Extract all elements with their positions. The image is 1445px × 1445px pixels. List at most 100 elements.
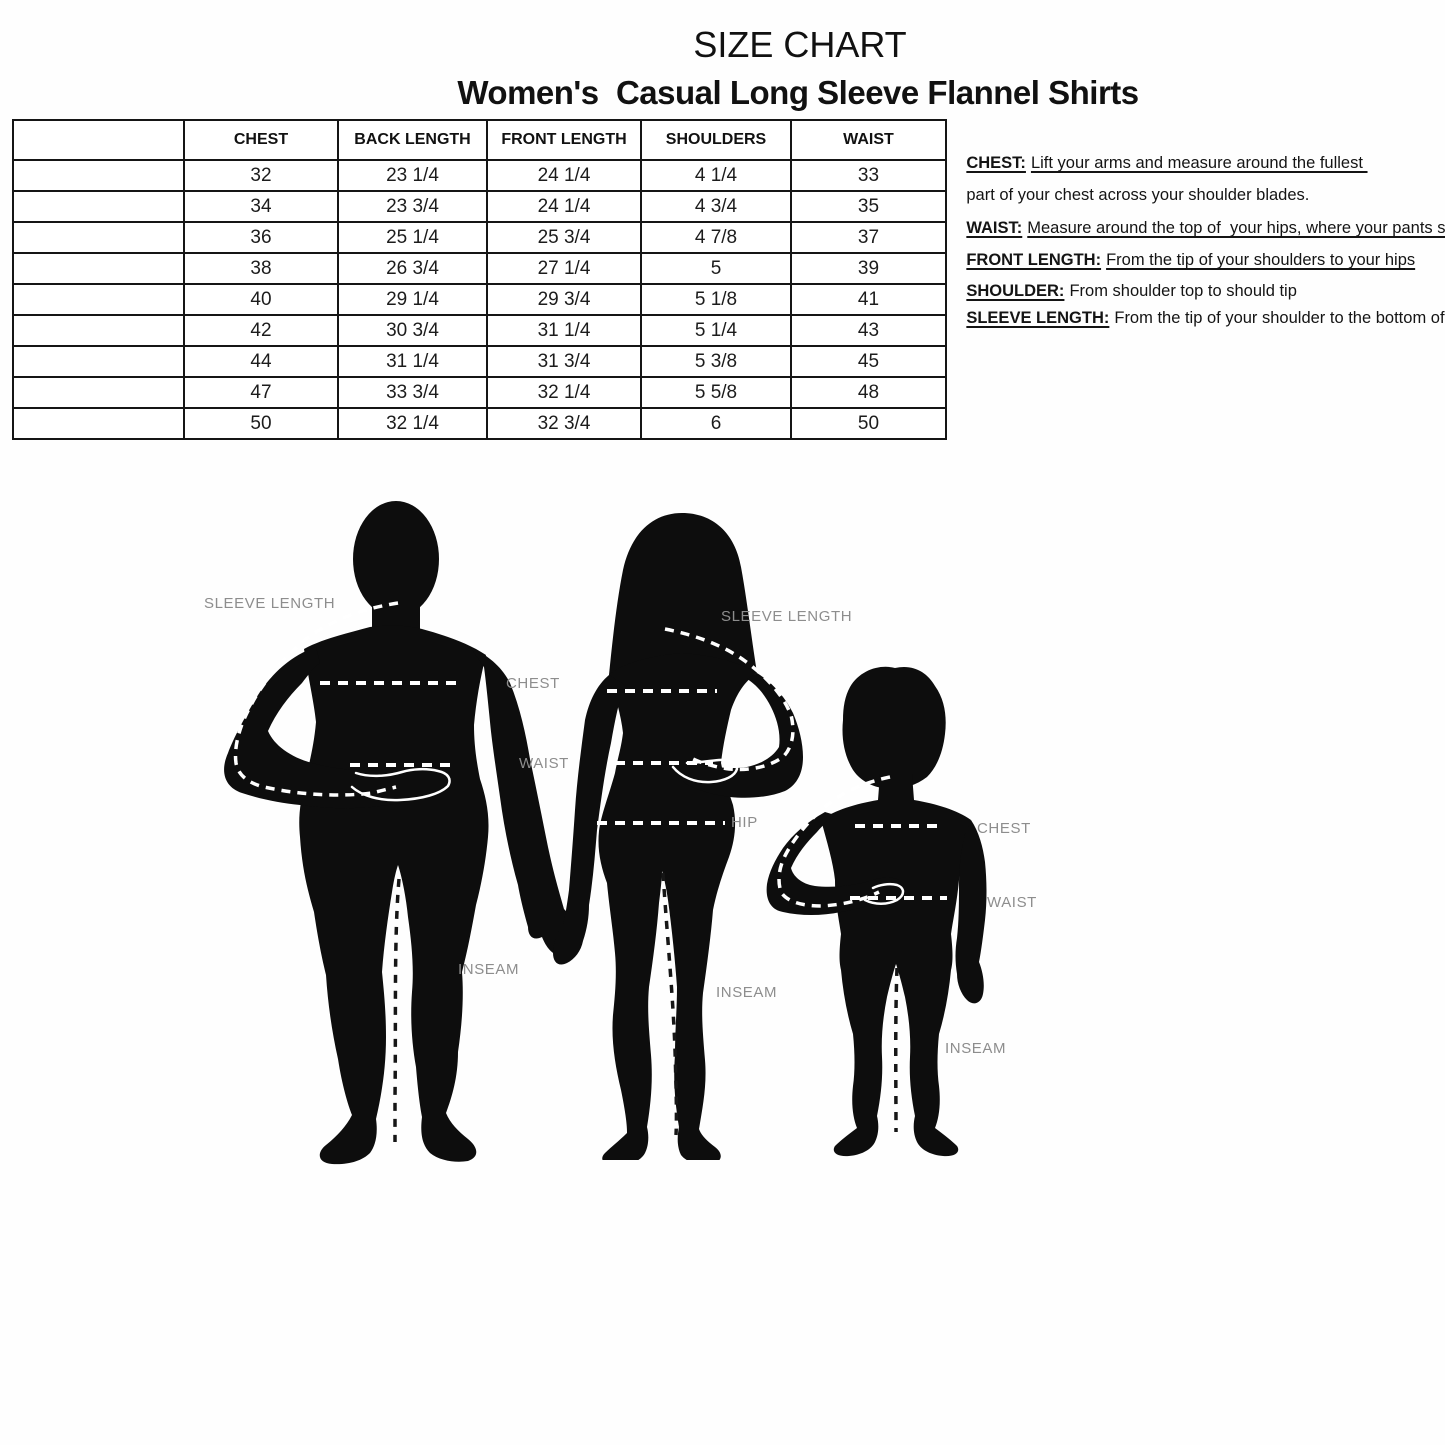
woman-torso-legs: [598, 653, 757, 1160]
size-label: X-SMALL: [12, 159, 185, 192]
size-label: 4X-LARGE: [12, 376, 185, 409]
man-figure: [224, 501, 576, 1165]
instruction-text: Measure around the top of your hips, whe…: [1027, 219, 1445, 237]
page-subtitle: Women's Casual Long Sleeve Flannel Shirt…: [457, 74, 1139, 111]
cell-value: 48: [790, 376, 947, 409]
header-back-length: BACK LENGTH: [337, 119, 488, 161]
cell-value: 4 1/4: [640, 159, 792, 192]
cell-value: 41: [790, 283, 947, 316]
cell-value: 27 1/4: [486, 252, 642, 285]
man-right-arm: [470, 647, 576, 958]
cell-value: 45: [790, 345, 947, 378]
cell-value: 23 1/4: [337, 159, 488, 192]
instruction-text: Lift your arms and measure around the fu…: [1030, 154, 1368, 172]
table-row: 4X-LARGE 47 33 3/4 32 1/4 5 5/8 48: [12, 376, 947, 409]
table-row: XX-LARGE 42 30 3/4 31 1/4 5 1/4 43: [12, 314, 947, 347]
cell-value: 30 3/4: [337, 314, 488, 347]
table-row: X-LARGE 40 29 1/4 29 3/4 5 1/8 41: [12, 283, 947, 316]
header-waist: WAIST: [790, 119, 947, 161]
cell-value: 6: [640, 407, 792, 440]
cell-value: 43: [790, 314, 947, 347]
size-table: MEASUREMENT CHEST BACK LENGTH FRONT LENG…: [12, 119, 947, 440]
cell-value: 5: [640, 252, 792, 285]
cell-value: 38: [183, 252, 339, 285]
child-left-arm: [766, 812, 904, 915]
size-label: X-LARGE: [12, 283, 185, 316]
cell-value: 42: [183, 314, 339, 347]
child-head: [842, 666, 946, 790]
table-row: LARGE 38 26 3/4 27 1/4 5 39: [12, 252, 947, 285]
cell-value: 4 3/4: [640, 190, 792, 223]
cell-value: 39: [790, 252, 947, 285]
woman-hand-outline: [671, 758, 739, 784]
cell-value: 29 1/4: [337, 283, 488, 316]
child-waist-label: WAIST: [987, 894, 1037, 911]
cell-value: 37: [790, 221, 947, 254]
woman-inseam-line: [661, 872, 679, 1136]
child-figure: [766, 666, 987, 1157]
woman-head-hair: [609, 513, 757, 678]
child-right-arm: [955, 820, 987, 1004]
header-measurement: MEASUREMENT: [12, 119, 185, 161]
header-chest: CHEST: [183, 119, 339, 161]
cell-value: 31 1/4: [486, 314, 642, 347]
instruction-waist: WAIST: Measure around the top of your hip…: [948, 198, 1445, 258]
instruction-shoulder: SHOULDER: From shoulder top to should tip: [948, 261, 1297, 321]
instruction-text: From the tip of your shoulder to the bot…: [1114, 309, 1445, 327]
child-torso-legs: [821, 774, 971, 1157]
cell-value: 34: [183, 190, 339, 223]
man-inseam-line: [393, 878, 401, 1142]
instruction-front-length: FRONT LENGTH: From the tip of your should…: [948, 230, 1415, 290]
cell-value: 31 1/4: [337, 345, 488, 378]
cell-value: 4 7/8: [640, 221, 792, 254]
cell-value: 5 3/8: [640, 345, 792, 378]
instruction-label: WAIST:: [966, 219, 1023, 237]
cell-value: 5 1/4: [640, 314, 792, 347]
child-hand-outline: [863, 882, 905, 905]
woman-left-arm: [553, 675, 625, 965]
table-row: X-SMALL 32 23 1/4 24 1/4 4 1/4 33: [12, 159, 947, 192]
man-sleeve-line: [233, 601, 399, 797]
cell-value: 26 3/4: [337, 252, 488, 285]
cell-value: 25 3/4: [486, 221, 642, 254]
cell-value: 47: [183, 376, 339, 409]
instruction-chest: CHEST: Lift your arms and measure around …: [948, 133, 1368, 193]
size-label: MEDIUM: [12, 221, 185, 254]
child-inseam-label: INSEAM: [945, 1040, 1007, 1057]
table-row: 5X-LARGE 50 32 1/4 32 3/4 6 50: [12, 407, 947, 440]
size-label: LARGE: [12, 252, 185, 285]
instruction-text: From shoulder top to should tip: [1069, 282, 1297, 300]
size-label: 5X-LARGE: [12, 407, 185, 440]
cell-value: 33 3/4: [337, 376, 488, 409]
cell-value: 24 1/4: [486, 159, 642, 192]
man-sleeve-length-label: SLEEVE LENGTH: [204, 595, 336, 612]
child-inseam-line: [894, 967, 899, 1133]
woman-sleeve-length-label: SLEEVE LENGTH: [721, 608, 853, 625]
header-shoulders: SHOULDERS: [640, 119, 792, 161]
size-label: SMALL: [12, 190, 185, 223]
cell-value: 25 1/4: [337, 221, 488, 254]
cell-value: 32 1/4: [337, 407, 488, 440]
man-left-arm: [224, 647, 451, 809]
instruction-label: SLEEVE LENGTH:: [966, 309, 1110, 327]
cell-value: 32: [183, 159, 339, 192]
instruction-label: FRONT LENGTH:: [966, 251, 1102, 269]
cell-value: 35: [790, 190, 947, 223]
man-head: [353, 501, 439, 617]
cell-value: 36: [183, 221, 339, 254]
instruction-label: SHOULDER:: [966, 282, 1065, 300]
man-chest-label: CHEST: [506, 675, 560, 692]
cell-value: 44: [183, 345, 339, 378]
page-title: SIZE CHART: [693, 24, 907, 65]
woman-hip-label: HIP: [731, 814, 758, 831]
table-row: MEDIUM 36 25 1/4 25 3/4 4 7/8 37: [12, 221, 947, 254]
table-row: SMALL 34 23 3/4 24 1/4 4 3/4 35: [12, 190, 947, 223]
instruction-label: CHEST:: [966, 154, 1026, 172]
size-label: 3X-LARGE: [12, 345, 185, 378]
man-inseam-label: INSEAM: [458, 961, 520, 978]
instruction-text: part of your chest across your shoulder …: [966, 186, 1310, 204]
man-waist-label: WAIST: [519, 755, 569, 772]
man-hand-outline: [350, 767, 451, 802]
woman-sleeve-line: [664, 627, 795, 772]
